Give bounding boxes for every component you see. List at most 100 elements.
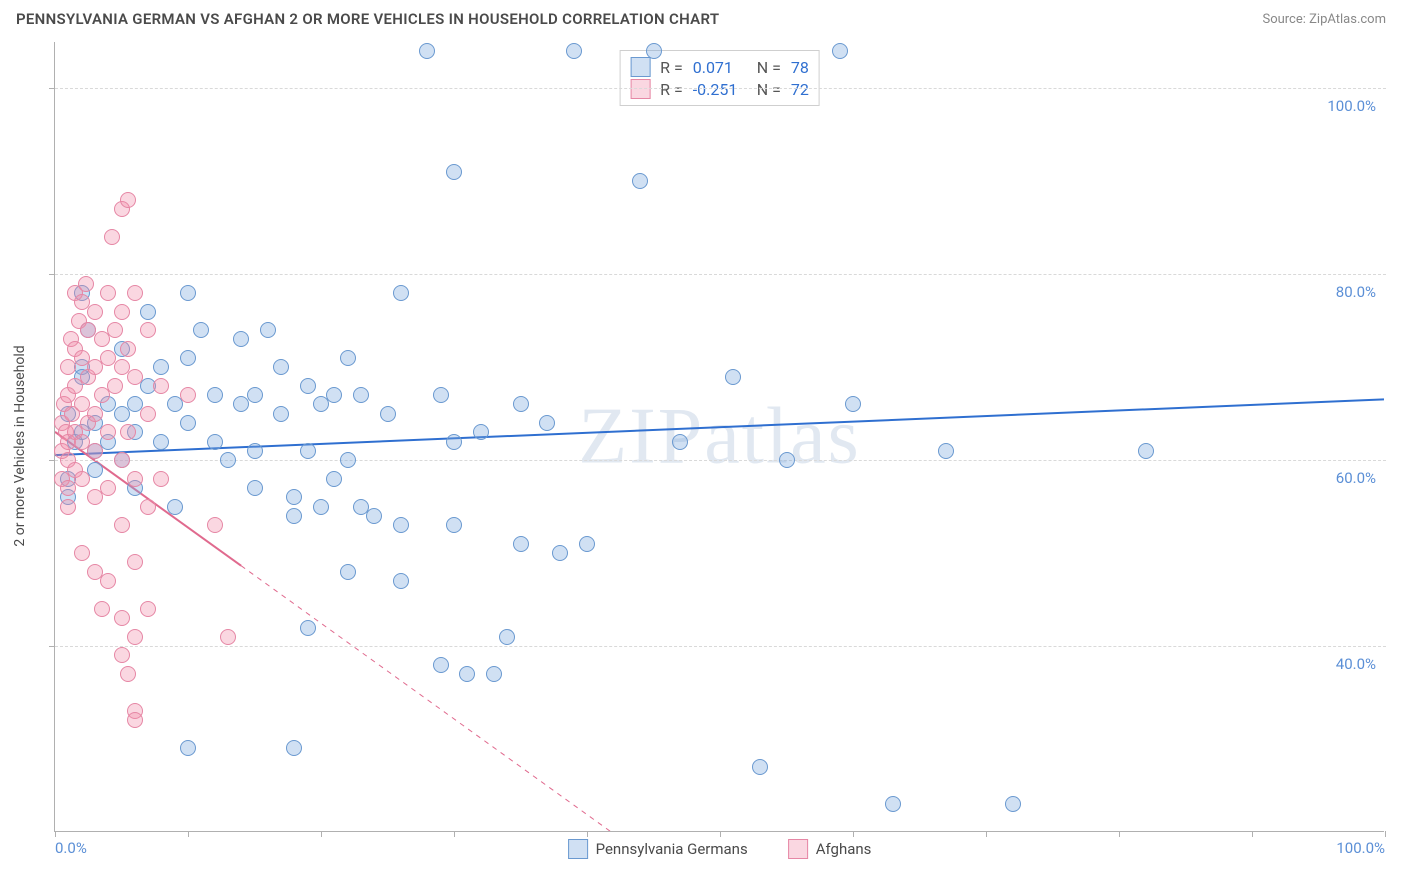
scatter-point (153, 434, 169, 450)
legend-n-label: N = (757, 58, 781, 77)
x-tick (454, 831, 455, 837)
gridline (55, 88, 1386, 89)
scatter-point (127, 554, 143, 570)
scatter-point (286, 489, 302, 505)
watermark-text: ZIPatlas (578, 391, 861, 482)
scatter-point (499, 629, 515, 645)
scatter-point (127, 285, 143, 301)
scatter-point (207, 387, 223, 403)
scatter-point (87, 443, 103, 459)
scatter-point (366, 508, 382, 524)
y-axis-label: 2 or more Vehicles in Household (12, 345, 28, 546)
scatter-point (247, 480, 263, 496)
scatter-point (180, 740, 196, 756)
scatter-point (326, 471, 342, 487)
scatter-point (120, 192, 136, 208)
scatter-point (1005, 796, 1021, 812)
y-tick (49, 88, 55, 89)
series-legend: Pennsylvania GermansAfghans (568, 839, 872, 859)
scatter-point (1138, 443, 1154, 459)
scatter-point (672, 434, 688, 450)
scatter-point (353, 387, 369, 403)
scatter-point (313, 499, 329, 515)
scatter-point (286, 740, 302, 756)
scatter-point (94, 601, 110, 617)
scatter-point (87, 462, 103, 478)
gridline (55, 274, 1386, 275)
scatter-point (340, 350, 356, 366)
x-tick-label: 0.0% (55, 839, 87, 857)
scatter-point (752, 759, 768, 775)
scatter-point (233, 331, 249, 347)
x-tick-label: 100.0% (1336, 839, 1385, 857)
gridline (55, 646, 1386, 647)
scatter-point (380, 406, 396, 422)
scatter-point (180, 350, 196, 366)
scatter-point (207, 434, 223, 450)
scatter-point (273, 406, 289, 422)
scatter-point (300, 620, 316, 636)
scatter-point (446, 517, 462, 533)
scatter-point (100, 480, 116, 496)
scatter-point (273, 359, 289, 375)
scatter-point (393, 285, 409, 301)
scatter-point (140, 322, 156, 338)
scatter-point (393, 517, 409, 533)
source-label: Source: ZipAtlas.com (1262, 12, 1386, 27)
chart-container: 2 or more Vehicles in Household ZIPatlas… (34, 42, 1384, 850)
scatter-point (486, 666, 502, 682)
x-tick (1119, 831, 1120, 837)
scatter-point (127, 369, 143, 385)
scatter-point (120, 341, 136, 357)
legend-r-value: 0.071 (693, 58, 747, 77)
legend-swatch (788, 839, 808, 859)
trendline-dashed (241, 566, 1384, 831)
x-tick (720, 831, 721, 837)
scatter-point (459, 666, 475, 682)
y-tick (49, 274, 55, 275)
legend-swatch (568, 839, 588, 859)
legend-n-value: 78 (791, 58, 809, 77)
scatter-point (779, 452, 795, 468)
scatter-point (140, 406, 156, 422)
scatter-point (579, 536, 595, 552)
scatter-point (140, 304, 156, 320)
scatter-point (513, 396, 529, 412)
scatter-point (539, 415, 555, 431)
y-tick (49, 646, 55, 647)
scatter-point (473, 424, 489, 440)
scatter-point (220, 452, 236, 468)
scatter-point (100, 573, 116, 589)
y-tick-label: 100.0% (1327, 97, 1376, 115)
scatter-point (120, 666, 136, 682)
scatter-point (419, 43, 435, 59)
scatter-point (180, 285, 196, 301)
scatter-point (104, 229, 120, 245)
scatter-point (433, 657, 449, 673)
scatter-point (153, 378, 169, 394)
scatter-point (513, 536, 529, 552)
series-legend-item: Pennsylvania Germans (568, 839, 748, 859)
x-tick (853, 831, 854, 837)
scatter-point (87, 304, 103, 320)
scatter-point (114, 304, 130, 320)
scatter-point (74, 471, 90, 487)
scatter-point (552, 545, 568, 561)
scatter-point (938, 443, 954, 459)
scatter-point (78, 276, 94, 292)
scatter-point (433, 387, 449, 403)
scatter-point (167, 499, 183, 515)
scatter-point (340, 452, 356, 468)
scatter-point (632, 173, 648, 189)
scatter-point (107, 378, 123, 394)
scatter-point (153, 471, 169, 487)
scatter-point (446, 164, 462, 180)
x-tick (55, 831, 56, 837)
series-legend-label: Pennsylvania Germans (596, 840, 748, 858)
y-tick-label: 80.0% (1336, 283, 1376, 301)
scatter-point (220, 629, 236, 645)
scatter-point (127, 629, 143, 645)
scatter-point (646, 43, 662, 59)
scatter-point (845, 396, 861, 412)
scatter-point (300, 443, 316, 459)
